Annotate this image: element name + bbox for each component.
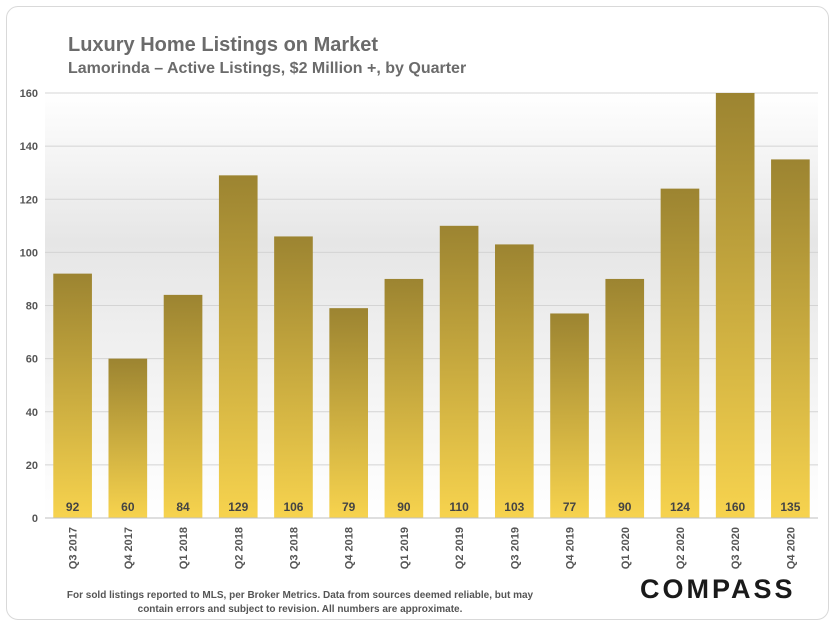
x-tick-label: Q3 2017 [68, 527, 80, 569]
data-label: 77 [563, 500, 577, 514]
data-label: 124 [670, 500, 690, 514]
y-tick-label: 160 [20, 88, 38, 100]
bar [384, 278, 424, 518]
x-tick-label: Q2 2019 [454, 527, 466, 569]
data-label: 135 [780, 500, 800, 514]
bar [163, 294, 203, 518]
compass-logo: COMPASS [640, 574, 796, 604]
x-tick-label: Q3 2018 [288, 527, 300, 569]
bar [439, 225, 479, 518]
bar [550, 313, 589, 518]
data-label: 106 [283, 500, 303, 514]
x-tick-label: Q4 2020 [785, 527, 797, 569]
x-tick-label: Q4 2017 [123, 527, 135, 569]
data-label: 103 [504, 500, 524, 514]
footnote-line-1: For sold listings reported to MLS, per B… [66, 590, 534, 601]
bar [274, 236, 313, 518]
y-tick-label: 60 [26, 354, 38, 366]
bar [53, 273, 92, 518]
chart-title: Luxury Home Listings on Market [68, 34, 379, 56]
y-tick-label: 20 [26, 460, 38, 472]
y-tick-label: 0 [32, 513, 38, 525]
bar [660, 188, 700, 518]
y-tick-label: 80 [26, 301, 38, 313]
y-tick-label: 40 [26, 407, 38, 419]
bar [329, 308, 369, 518]
x-tick-label: Q1 2018 [178, 527, 190, 569]
data-label: 160 [725, 500, 745, 514]
y-tick-label: 120 [20, 194, 38, 206]
bar [771, 159, 810, 518]
x-tick-label: Q3 2020 [730, 527, 742, 569]
x-tick-label: Q4 2019 [565, 527, 577, 569]
y-tick-label: 140 [20, 141, 38, 153]
footnote: For sold listings reported to MLS, per B… [40, 589, 560, 617]
y-tick-label: 100 [20, 247, 38, 259]
data-label: 79 [342, 500, 356, 514]
data-label: 92 [66, 500, 80, 514]
data-label: 84 [176, 500, 190, 514]
x-tick-label: Q1 2019 [399, 527, 411, 569]
data-label: 110 [449, 500, 469, 514]
footnote-line-2: contain errors and subject to revision. … [137, 604, 463, 615]
data-label: 60 [121, 500, 135, 514]
data-label: 129 [228, 500, 248, 514]
x-tick-label: Q4 2018 [344, 527, 356, 569]
x-tick-label: Q3 2019 [509, 527, 521, 569]
chart-subtitle: Lamorinda – Active Listings, $2 Million … [68, 60, 467, 77]
x-tick-label: Q2 2018 [233, 527, 245, 569]
bar [715, 93, 755, 518]
data-label: 90 [397, 500, 411, 514]
x-tick-label: Q2 2020 [675, 527, 687, 569]
bar [108, 358, 148, 518]
data-label: 90 [618, 500, 632, 514]
bar [218, 175, 258, 518]
bar [494, 244, 534, 518]
bar [605, 278, 645, 518]
x-tick-label: Q1 2020 [620, 527, 632, 569]
